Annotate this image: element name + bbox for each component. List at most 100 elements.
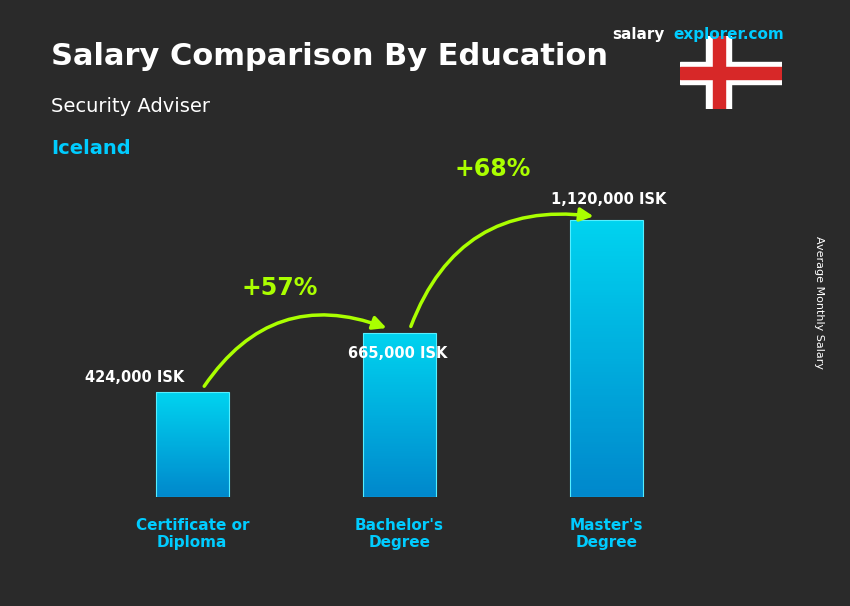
Bar — [363, 338, 436, 339]
Bar — [363, 410, 436, 411]
Bar — [570, 419, 643, 422]
Bar — [363, 431, 436, 433]
Bar — [156, 415, 229, 416]
Text: +57%: +57% — [241, 276, 318, 301]
Bar — [156, 412, 229, 413]
Bar — [363, 376, 436, 377]
Bar — [363, 388, 436, 390]
Bar — [680, 67, 782, 79]
Bar — [570, 481, 643, 483]
Bar — [363, 411, 436, 413]
Bar — [363, 336, 436, 338]
Bar — [156, 468, 229, 470]
Bar — [156, 429, 229, 430]
Bar — [156, 434, 229, 435]
Bar — [363, 372, 436, 374]
Bar — [363, 462, 436, 464]
Bar — [156, 409, 229, 410]
Text: 665,000 ISK: 665,000 ISK — [348, 346, 447, 361]
Bar — [156, 433, 229, 434]
Bar — [570, 348, 643, 350]
Bar — [156, 465, 229, 467]
Bar — [570, 253, 643, 256]
Bar — [156, 455, 229, 456]
Bar — [363, 404, 436, 405]
Bar — [363, 397, 436, 398]
Bar — [363, 476, 436, 477]
Bar — [156, 393, 229, 395]
Bar — [156, 444, 229, 445]
Bar — [363, 487, 436, 488]
Bar — [363, 413, 436, 415]
Bar — [570, 350, 643, 353]
Bar — [363, 384, 436, 385]
Bar — [363, 430, 436, 431]
Bar — [570, 472, 643, 474]
Bar — [156, 436, 229, 438]
Bar — [570, 259, 643, 262]
Bar — [363, 481, 436, 482]
Bar — [363, 435, 436, 436]
Bar — [363, 488, 436, 490]
Bar — [156, 407, 229, 408]
Bar — [156, 424, 229, 425]
Bar — [156, 398, 229, 399]
Bar — [156, 392, 229, 393]
Bar — [570, 467, 643, 469]
Bar — [363, 449, 436, 451]
Bar — [363, 453, 436, 454]
Bar — [156, 491, 229, 493]
Bar — [363, 436, 436, 438]
Bar — [156, 480, 229, 481]
Bar — [363, 377, 436, 379]
Bar — [570, 256, 643, 259]
Bar — [570, 298, 643, 301]
Bar — [570, 447, 643, 450]
Bar — [156, 452, 229, 453]
Bar — [570, 235, 643, 237]
Text: Iceland: Iceland — [51, 139, 131, 158]
Bar — [570, 458, 643, 461]
Bar — [156, 459, 229, 461]
Bar — [570, 442, 643, 444]
Bar — [570, 461, 643, 464]
Bar — [570, 491, 643, 494]
Bar — [156, 476, 229, 477]
Bar — [156, 457, 229, 458]
Bar — [156, 453, 229, 454]
Bar — [363, 408, 436, 410]
Bar — [363, 467, 436, 469]
Bar — [363, 444, 436, 446]
Bar — [570, 334, 643, 336]
Bar — [363, 474, 436, 476]
Bar — [570, 359, 643, 361]
Bar — [570, 317, 643, 320]
Bar — [156, 493, 229, 494]
Bar — [363, 364, 436, 365]
Bar — [570, 320, 643, 323]
Bar — [363, 454, 436, 456]
Bar — [363, 469, 436, 471]
Bar — [363, 459, 436, 461]
Bar — [570, 483, 643, 486]
Bar — [156, 411, 229, 412]
Bar — [570, 287, 643, 290]
Bar — [570, 325, 643, 328]
Bar — [570, 436, 643, 439]
Bar — [363, 361, 436, 362]
Bar — [363, 395, 436, 397]
Bar — [156, 435, 229, 436]
Text: explorer.com: explorer.com — [673, 27, 784, 42]
Bar — [363, 482, 436, 484]
Bar — [363, 451, 436, 453]
Bar — [363, 346, 436, 347]
Bar — [363, 333, 436, 335]
Bar — [570, 469, 643, 472]
Bar — [363, 441, 436, 443]
Bar — [363, 374, 436, 376]
Bar — [156, 404, 229, 405]
Bar — [156, 413, 229, 415]
Text: Security Adviser: Security Adviser — [51, 97, 210, 116]
Bar — [363, 472, 436, 474]
Bar — [363, 490, 436, 492]
